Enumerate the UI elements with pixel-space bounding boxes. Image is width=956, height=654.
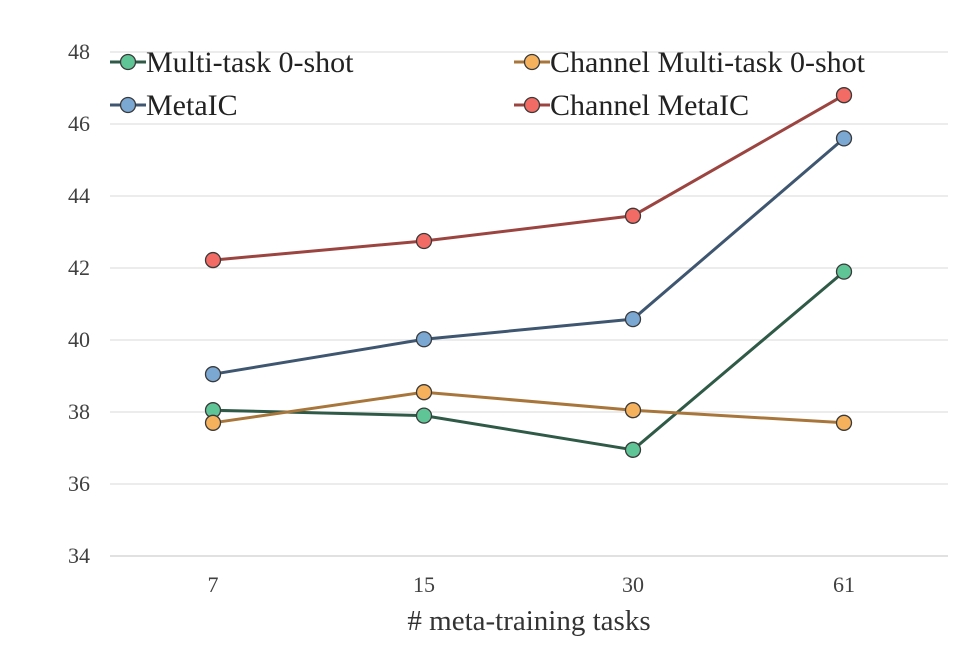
y-tick-label: 38 xyxy=(68,399,90,424)
x-tick-label: 7 xyxy=(208,572,219,597)
y-tick-label: 40 xyxy=(68,327,90,352)
data-point xyxy=(835,130,853,147)
x-tick-label: 15 xyxy=(413,572,435,597)
legend-swatch-marker xyxy=(523,53,541,71)
y-axis-ticks: 34 36 38 40 42 44 46 48 xyxy=(68,39,90,568)
data-point xyxy=(624,402,642,419)
y-tick-label: 46 xyxy=(68,111,90,136)
y-tick-label: 44 xyxy=(68,183,90,208)
x-tick-label: 61 xyxy=(833,572,855,597)
data-point xyxy=(624,441,642,458)
data-point xyxy=(415,232,433,250)
legend-label: Channel MetaIC xyxy=(550,89,749,122)
legend: Multi-task 0-shot Channel Multi-task 0-sh… xyxy=(110,46,866,122)
x-tick-label: 30 xyxy=(622,572,644,597)
legend-swatch-marker xyxy=(119,96,137,114)
data-point xyxy=(415,331,433,348)
x-axis-ticks: 7 15 30 61 xyxy=(208,572,856,597)
series-line-0 xyxy=(212,270,845,452)
series-layer xyxy=(204,87,853,458)
data-point xyxy=(624,310,642,328)
data-point xyxy=(204,414,222,431)
data-point xyxy=(835,414,853,431)
data-point xyxy=(835,87,853,104)
x-axis-title: # meta-training tasks xyxy=(407,605,650,637)
data-point xyxy=(204,366,222,383)
data-point xyxy=(415,384,433,401)
data-point xyxy=(624,207,642,224)
legend-label: Multi-task 0-shot xyxy=(146,46,354,79)
legend-label: MetaIC xyxy=(146,89,238,122)
y-tick-label: 36 xyxy=(68,471,90,496)
legend-label: Channel Multi-task 0-shot xyxy=(550,46,866,79)
y-tick-label: 34 xyxy=(68,543,90,568)
series-line-2 xyxy=(212,137,845,376)
legend-swatch-marker xyxy=(119,53,137,71)
data-point xyxy=(835,263,853,280)
series-line-3 xyxy=(212,93,845,262)
data-point xyxy=(415,407,433,424)
legend-swatch-marker xyxy=(523,96,541,114)
y-tick-label: 42 xyxy=(68,255,90,280)
y-tick-label: 48 xyxy=(68,39,90,64)
data-point xyxy=(204,251,222,269)
series-line-1 xyxy=(212,390,845,425)
